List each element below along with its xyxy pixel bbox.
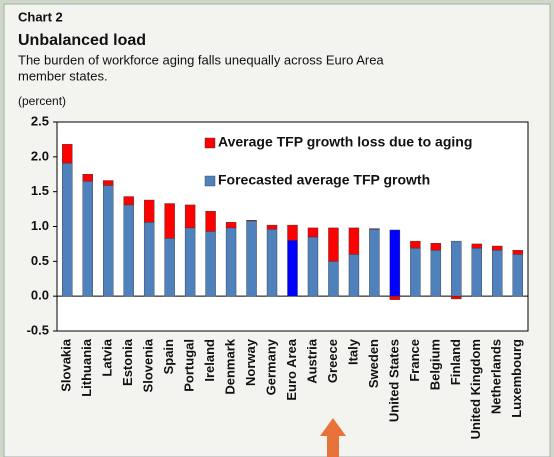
x-tick-label: Netherlands (489, 339, 504, 414)
bar (287, 240, 298, 297)
bar (328, 227, 339, 262)
bar (102, 180, 114, 186)
bar (430, 243, 442, 251)
legend-label: Forecasted average TFP growth (218, 172, 430, 188)
bar (205, 231, 216, 297)
legend-swatch (204, 137, 216, 149)
x-tick-label: Euro Area (284, 338, 299, 400)
bar (164, 238, 175, 297)
bar (184, 227, 196, 297)
subtitle: member states. (18, 68, 108, 83)
subtitle: The burden of workforce aging falls uneq… (18, 52, 384, 67)
chart-title: Unbalanced load (18, 32, 146, 49)
y-tick-label: 1.5 (31, 183, 49, 198)
y-axis-label: (percent) (18, 94, 66, 108)
bar (205, 210, 216, 232)
bar (369, 228, 380, 230)
x-tick-label: Sweden (366, 339, 381, 388)
bar (389, 229, 401, 297)
bar (102, 185, 114, 297)
bar (492, 245, 503, 251)
x-tick-label: Belgium (427, 339, 442, 390)
bar (369, 229, 380, 297)
bar (123, 196, 134, 206)
bar (246, 220, 257, 222)
x-tick-label: Slovenia (141, 338, 156, 392)
x-tick-label: Denmark (223, 338, 238, 394)
bar (512, 254, 523, 297)
bar (266, 224, 278, 230)
x-tick-label: Portugal (182, 339, 197, 392)
bar (62, 144, 73, 164)
bar (307, 227, 319, 238)
legend-swatch (204, 175, 216, 187)
x-tick-label: Ireland (202, 339, 217, 382)
bar (410, 247, 421, 297)
y-tick-label: 0.0 (31, 288, 49, 303)
arrow (320, 418, 346, 457)
y-tick-label: -0.5 (27, 322, 49, 337)
x-tick-label: Finland (448, 339, 463, 385)
plot: -0.5 0.0 0.5 1.0 1.5 2.0 2.5 Slovakia Lithuania L… (27, 113, 528, 439)
bar (451, 295, 462, 300)
bar (82, 174, 93, 182)
bar (287, 224, 298, 241)
bar (225, 227, 237, 297)
x-tick-label: Lithuania (79, 338, 94, 397)
x-tick-label: Slovakia (59, 338, 74, 392)
bar (307, 236, 319, 297)
x-tick-label: France (407, 339, 422, 382)
chart-label: Chart 2 (18, 9, 63, 24)
x-tick-label: United States (386, 339, 401, 422)
bar (62, 162, 73, 297)
bar (143, 199, 155, 223)
y-tick-label: 2.5 (31, 113, 49, 128)
x-tick-label: Austria (304, 338, 319, 384)
bar (492, 249, 503, 297)
x-tick-label: Germany (263, 338, 278, 395)
bar (389, 295, 401, 300)
bar (246, 220, 257, 297)
bar (164, 203, 175, 239)
x-tick-label: Latvia (100, 338, 115, 376)
bar (471, 243, 483, 249)
x-tick-label: Greece (325, 339, 340, 383)
bar (348, 227, 360, 255)
bar (184, 204, 196, 229)
bar (328, 261, 339, 297)
y-tick-label: 0.5 (31, 253, 49, 268)
bar (451, 240, 462, 297)
bar (430, 249, 442, 297)
bar (512, 249, 523, 255)
bar (143, 222, 155, 297)
x-tick-label: Estonia (120, 338, 135, 386)
x-tick-label: Italy (345, 338, 360, 365)
bar (410, 240, 421, 249)
bar (471, 247, 483, 297)
bar (123, 204, 134, 297)
x-tick-label: Luxembourg (509, 339, 524, 418)
bar (348, 254, 360, 297)
y-tick-label: 1.0 (31, 218, 49, 233)
bar (82, 181, 93, 297)
bar (266, 229, 278, 297)
x-tick-label: Spain (161, 339, 176, 374)
bar (225, 222, 237, 229)
x-tick-label: Norway (243, 338, 258, 386)
x-tick-label: United Kingdom (468, 339, 483, 439)
y-tick-label: 2.0 (31, 148, 49, 163)
legend-label: Average TFP growth loss due to aging (218, 134, 472, 150)
